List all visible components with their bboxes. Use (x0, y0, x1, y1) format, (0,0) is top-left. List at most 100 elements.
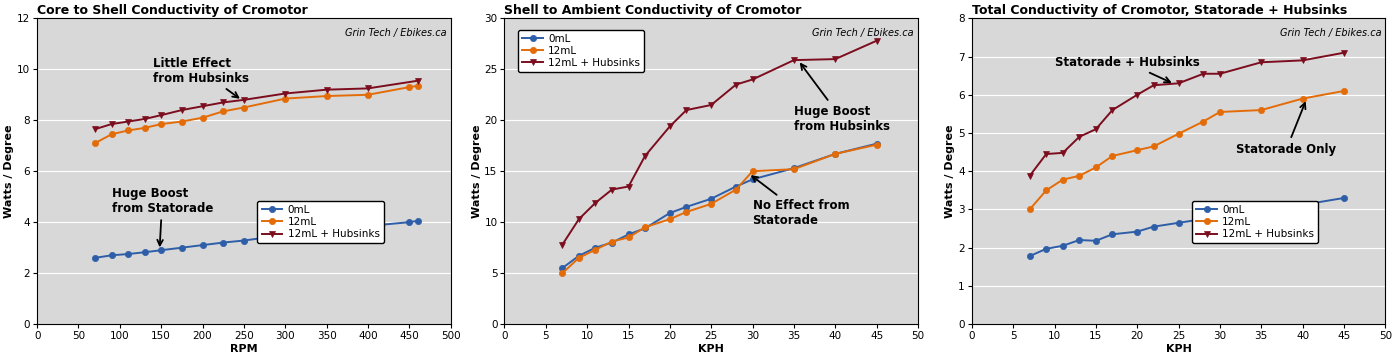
12mL (1145, 144, 1161, 149)
12mL + Hubsinks (786, 58, 803, 62)
12mL + Hubsinks (554, 242, 571, 247)
12mL + Hubsinks (662, 124, 678, 129)
0mL (1195, 217, 1212, 221)
0mL (276, 233, 293, 237)
12mL (103, 132, 120, 136)
12mL (1195, 119, 1212, 124)
12mL (1054, 178, 1071, 182)
12mL (1022, 207, 1039, 212)
12mL + Hubsinks (1170, 81, 1187, 86)
0mL (868, 141, 885, 146)
12mL (588, 248, 604, 252)
12mL (678, 210, 695, 214)
Line: 12mL: 12mL (1026, 88, 1347, 213)
12mL + Hubsinks (360, 86, 377, 91)
12mL + Hubsinks (409, 79, 426, 83)
0mL (120, 252, 137, 256)
0mL (826, 152, 843, 156)
0mL (1104, 232, 1121, 236)
12mL (603, 240, 620, 244)
12mL (554, 271, 571, 275)
Y-axis label: Watts / Degree: Watts / Degree (945, 125, 955, 218)
0mL (401, 220, 417, 224)
12mL + Hubsinks (826, 57, 843, 61)
12mL + Hubsinks (215, 100, 232, 105)
12mL (662, 217, 678, 221)
0mL (1087, 239, 1104, 243)
Text: Statorade Only: Statorade Only (1237, 103, 1336, 156)
12mL (360, 93, 377, 97)
12mL (1336, 89, 1353, 93)
Text: Statorade + Hubsinks: Statorade + Hubsinks (1054, 56, 1199, 82)
0mL (1212, 214, 1228, 218)
12mL + Hubsinks (588, 201, 604, 205)
12mL (571, 256, 588, 260)
0mL (152, 248, 169, 252)
0mL (137, 250, 154, 255)
Line: 0mL: 0mL (560, 141, 879, 271)
0mL (662, 211, 678, 215)
0mL (702, 197, 719, 201)
0mL (1145, 224, 1161, 229)
12mL (1104, 154, 1121, 158)
12mL (727, 188, 744, 192)
12mL (1129, 148, 1146, 153)
Text: Grin Tech / Ebikes.ca: Grin Tech / Ebikes.ca (345, 28, 447, 38)
12mL (194, 116, 211, 120)
12mL + Hubsinks (120, 119, 137, 124)
12mL (1037, 188, 1054, 193)
12mL (1071, 174, 1087, 178)
12mL + Hubsinks (1071, 135, 1087, 139)
12mL (215, 109, 232, 113)
Line: 0mL: 0mL (1026, 195, 1347, 259)
0mL (236, 238, 253, 243)
0mL (87, 256, 103, 260)
0mL (571, 254, 588, 258)
12mL (276, 96, 293, 101)
0mL (1129, 229, 1146, 234)
12mL + Hubsinks (137, 117, 154, 121)
0mL (1252, 209, 1269, 213)
12mL + Hubsinks (678, 108, 695, 112)
0mL (103, 253, 120, 257)
12mL + Hubsinks (103, 122, 120, 126)
12mL + Hubsinks (868, 39, 885, 43)
Line: 12mL: 12mL (92, 83, 420, 146)
12mL (137, 126, 154, 130)
12mL + Hubsinks (1195, 72, 1212, 76)
Text: Total Conductivity of Cromotor, Statorade + Hubsinks: Total Conductivity of Cromotor, Statorad… (972, 4, 1347, 17)
Text: Core to Shell Conductivity of Cromotor: Core to Shell Conductivity of Cromotor (38, 4, 309, 17)
12mL + Hubsinks (152, 113, 169, 117)
12mL + Hubsinks (1054, 151, 1071, 155)
Line: 12mL: 12mL (560, 142, 879, 276)
12mL + Hubsinks (637, 154, 653, 158)
Text: Huge Boost
from Hubsinks: Huge Boost from Hubsinks (794, 64, 889, 133)
12mL (637, 225, 653, 229)
0mL (554, 266, 571, 270)
12mL (744, 169, 761, 173)
12mL (786, 167, 803, 171)
12mL + Hubsinks (1087, 127, 1104, 131)
12mL + Hubsinks (194, 104, 211, 108)
12mL (1252, 108, 1269, 112)
0mL (1054, 243, 1071, 248)
0mL (1170, 221, 1187, 225)
0mL (194, 243, 211, 247)
12mL (702, 202, 719, 206)
Y-axis label: Watts / Degree: Watts / Degree (472, 125, 482, 218)
0mL (1294, 203, 1311, 207)
X-axis label: KPH: KPH (1166, 344, 1191, 354)
Line: 0mL: 0mL (92, 218, 420, 261)
0mL (727, 184, 744, 189)
12mL (152, 122, 169, 126)
12mL + Hubsinks (727, 82, 744, 87)
12mL (868, 142, 885, 147)
Text: No Effect from
Statorade: No Effect from Statorade (752, 176, 849, 227)
Text: Huge Boost
from Statorade: Huge Boost from Statorade (112, 187, 214, 246)
0mL (588, 246, 604, 250)
12mL + Hubsinks (1037, 152, 1054, 156)
12mL (620, 235, 637, 240)
12mL + Hubsinks (87, 127, 103, 131)
0mL (1037, 247, 1054, 251)
12mL (173, 119, 190, 124)
